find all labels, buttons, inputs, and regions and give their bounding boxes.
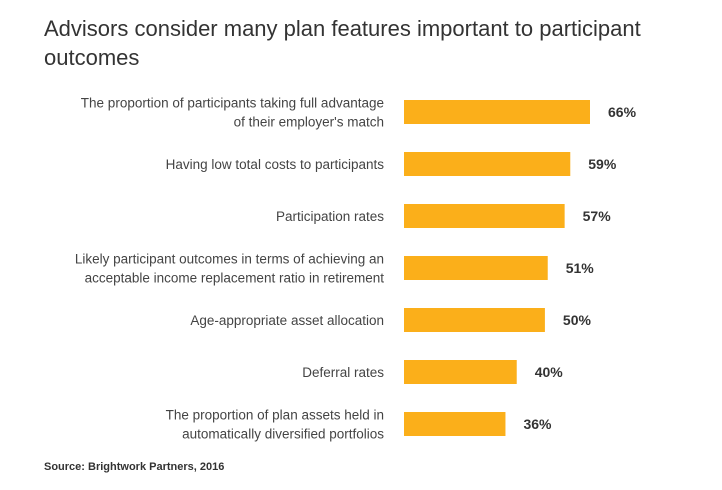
data-label: 40% bbox=[535, 364, 564, 380]
category-label: The proportion of participants taking fu… bbox=[81, 96, 384, 111]
bar bbox=[404, 100, 590, 124]
category-label: automatically diversified portfolios bbox=[182, 427, 384, 442]
category-label: The proportion of plan assets held in bbox=[166, 408, 384, 423]
chart-title: Advisors consider many plan features imp… bbox=[44, 16, 641, 70]
category-label: Likely participant outcomes in terms of … bbox=[75, 252, 384, 267]
data-label: 36% bbox=[523, 416, 552, 432]
category-label: Participation rates bbox=[276, 209, 384, 224]
source-note: Source: Brightwork Partners, 2016 bbox=[44, 461, 225, 473]
bar bbox=[404, 152, 571, 176]
data-label: 50% bbox=[563, 312, 592, 328]
bar bbox=[404, 308, 545, 332]
bar bbox=[404, 204, 565, 228]
bar bbox=[404, 256, 548, 280]
data-label: 66% bbox=[608, 104, 637, 120]
bar bbox=[404, 412, 506, 436]
category-label: acceptable income replacement ratio in r… bbox=[85, 271, 385, 286]
category-label: Age-appropriate asset allocation bbox=[190, 313, 384, 328]
data-label: 51% bbox=[566, 260, 595, 276]
category-label: Deferral rates bbox=[302, 365, 384, 380]
category-label: Having low total costs to participants bbox=[166, 157, 385, 172]
category-label: of their employer's match bbox=[234, 115, 384, 130]
data-label: 59% bbox=[588, 156, 617, 172]
data-label: 57% bbox=[583, 208, 612, 224]
bar bbox=[404, 360, 517, 384]
